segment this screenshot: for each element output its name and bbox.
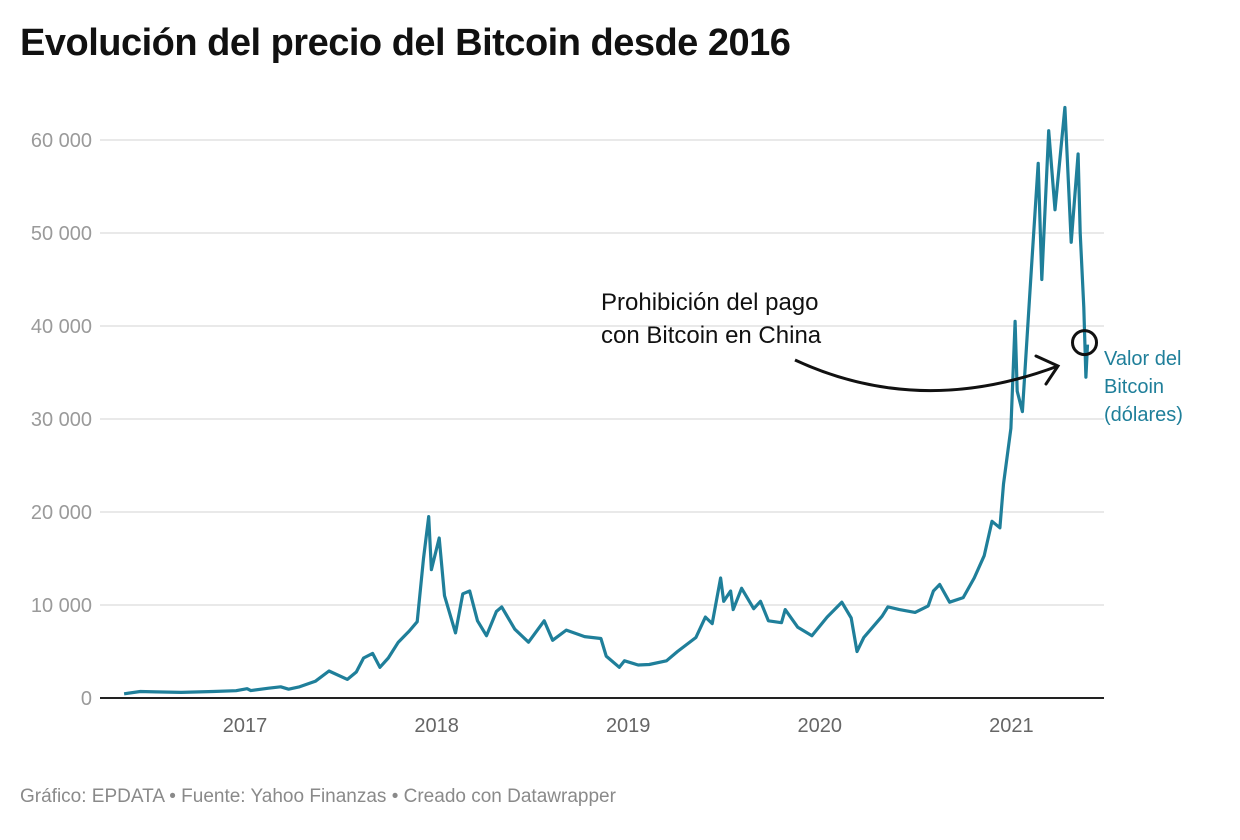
- y-tick-label: 30 000: [31, 409, 92, 431]
- annotation-text: Prohibición del pago: [601, 289, 819, 316]
- x-tick-label: 2018: [414, 715, 459, 737]
- y-tick-label: 40 000: [31, 316, 92, 338]
- series-label: Valor del: [1104, 348, 1181, 370]
- annotation-circle: [1071, 329, 1099, 357]
- x-tick-label: 2017: [223, 715, 268, 737]
- y-tick-label: 20 000: [31, 502, 92, 524]
- bitcoin-price-line: [123, 105, 1090, 696]
- y-tick-label: 10 000: [31, 595, 92, 617]
- x-tick-label: 2021: [989, 715, 1034, 737]
- y-tick-label: 60 000: [31, 130, 92, 152]
- arrowhead-icon: [1034, 354, 1061, 386]
- chart-title: Evolución del precio del Bitcoin desde 2…: [20, 22, 791, 64]
- x-tick-label: 2019: [606, 715, 651, 737]
- series-label: Bitcoin: [1104, 376, 1164, 398]
- chart-footer: Gráfico: EPDATA • Fuente: Yahoo Finanzas…: [20, 786, 616, 807]
- annotation-arrow: [794, 358, 1059, 393]
- annotation-text: con Bitcoin en China: [601, 322, 822, 349]
- y-tick-label: 50 000: [31, 223, 92, 245]
- x-tick-label: 2020: [798, 715, 843, 737]
- series-label: (dólares): [1104, 404, 1183, 426]
- y-tick-label: 0: [81, 688, 92, 710]
